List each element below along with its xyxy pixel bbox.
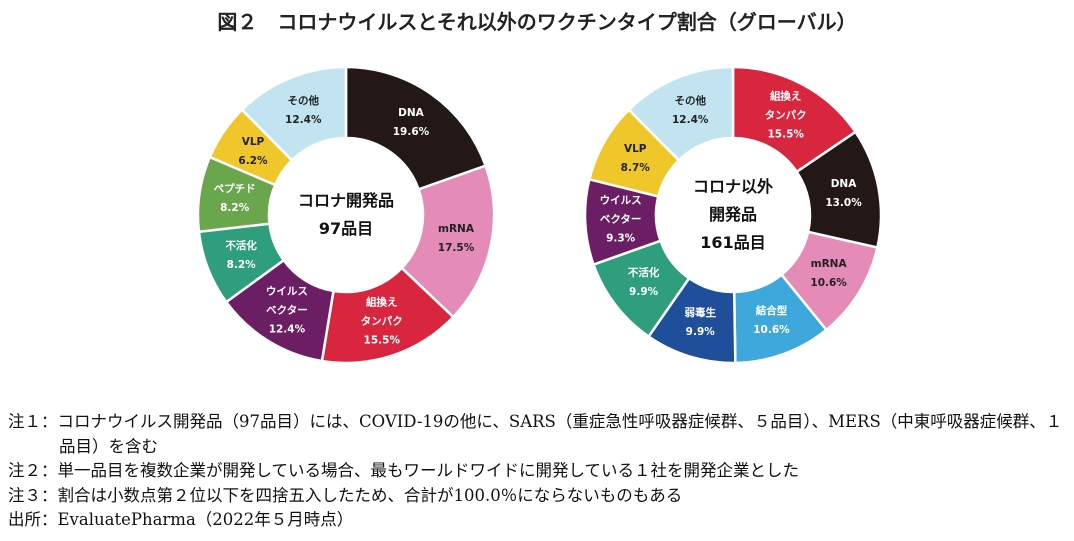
slice-label: ウイルス ベクター 12.4% (266, 282, 308, 339)
category-label: VLP (623, 143, 647, 156)
slice-label: ウイルス ベクター 9.3% (600, 192, 642, 249)
slice-label: VLP 6.2% (238, 133, 267, 171)
slice (344, 65, 488, 191)
notes: 注１：コロナウイルス開発品（97品目）には、COVID-19の他に、SARS（重… (8, 410, 1068, 533)
value-label: 12.4% (672, 113, 709, 126)
value-label: 15.5% (767, 128, 804, 141)
category-label: 結合型 (755, 304, 788, 317)
category-label: 組換え タンパク (764, 90, 807, 122)
value-label: 12.4% (285, 113, 322, 126)
slice-label: ペプチド 8.2% (214, 180, 256, 218)
category-label: VLP (241, 135, 265, 148)
slice-label: 組換え タンパク 15.5% (765, 87, 807, 144)
note-line: 注１：コロナウイルス開発品（97品目）には、COVID-19の他に、SARS（重… (8, 412, 1063, 456)
note-line: 出所：EvaluatePharma（2022年５月時点） (8, 510, 354, 529)
category-label: その他 (674, 94, 706, 107)
slice-label: DNA 13.0% (825, 175, 861, 213)
slice (627, 65, 735, 163)
note-line: 注２：単一品目を複数企業が開発している場合、最もワールドワイドに開発している１社… (8, 461, 800, 480)
category-label: mRNA (438, 222, 474, 235)
category-label: 弱毒生 (684, 306, 716, 319)
figure-title: 図２ コロナウイルスとそれ以外のワクチンタイプ割合（グローバル） (217, 10, 857, 34)
center-label: コロナ開発品 97品目 (297, 191, 395, 238)
slice-label: 結合型 10.6% (753, 302, 789, 340)
category-label: 不活化 (225, 239, 257, 252)
slice-label: 不活化 8.2% (225, 237, 257, 275)
category-label: 組換え タンパク (360, 296, 403, 328)
value-label: 8.2% (220, 201, 250, 214)
value-label: 19.6% (392, 126, 430, 139)
category-label: DNA (398, 107, 424, 120)
category-label: ペプチド (213, 182, 256, 195)
slice-label: その他 12.4% (672, 92, 708, 130)
category-label: mRNA (810, 258, 847, 271)
value-label: 6.2% (238, 154, 268, 167)
slice (240, 65, 348, 162)
category-label: ウイルス ベクター (265, 285, 308, 317)
value-label: 8.2% (226, 258, 256, 271)
category-label: DNA (830, 178, 857, 191)
chart (196, 65, 883, 365)
slice-label: その他 12.4% (285, 92, 321, 130)
value-label: 10.6% (810, 277, 847, 290)
center-label: コロナ以外 開発品 161品目 (692, 177, 774, 252)
slice-label: 弱毒生 9.9% (684, 304, 716, 342)
value-label: 12.4% (268, 323, 306, 336)
value-label: 15.5% (363, 334, 400, 347)
value-label: 9.9% (685, 325, 715, 338)
value-label: 17.5% (437, 241, 475, 254)
value-label: 10.6% (753, 323, 790, 336)
slice-label: VLP 8.7% (621, 140, 650, 178)
slice (400, 164, 496, 319)
slice-label: 不活化 9.9% (628, 264, 660, 302)
category-label: その他 (287, 94, 320, 107)
note-line: 注３：割合は小数点第２位以下を四捨五入したため、合計が100.0％にならないもの… (8, 485, 683, 505)
value-label: 13.0% (825, 197, 862, 210)
slice-label: 組換え タンパク 15.5% (361, 293, 403, 350)
category-label: ウイルス ベクター (599, 194, 642, 226)
category-label: 不活化 (627, 267, 660, 280)
slice-label: mRNA 10.6% (810, 255, 846, 293)
slice-label: DNA 19.6% (393, 104, 429, 142)
value-label: 9.9% (629, 286, 659, 299)
slice-label: mRNA 17.5% (438, 220, 474, 258)
value-label: 8.7% (620, 162, 650, 175)
value-label: 9.3% (606, 232, 636, 245)
